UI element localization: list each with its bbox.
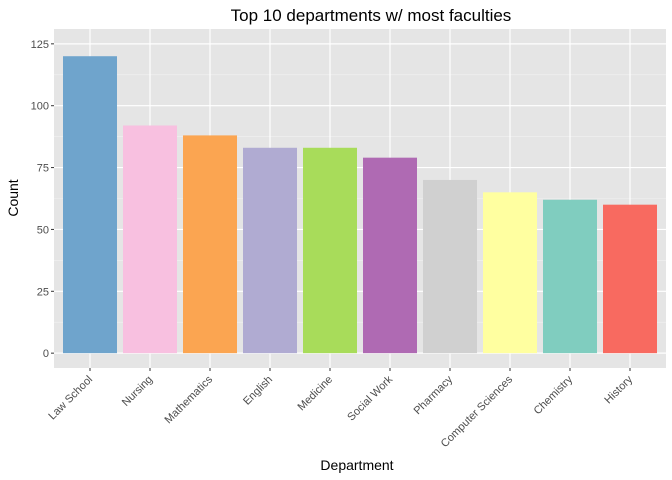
y-tick-label: 50 [37, 224, 49, 236]
x-tick-label: Medicine [296, 374, 336, 414]
x-axis-ticks: Law School Nursing Mathematics English Medic… [46, 368, 635, 450]
x-tick-label: Chemistry [532, 373, 576, 417]
bar-pharmacy [423, 179, 477, 354]
x-tick-label: Nursing [120, 374, 155, 409]
bar-law-school [63, 56, 117, 354]
x-axis-title: Department [320, 457, 393, 473]
bars [63, 56, 657, 354]
y-axis-ticks: 0 25 50 75 100 125 [31, 39, 54, 360]
bar-mathematics [183, 135, 237, 354]
y-axis-title: Count [5, 179, 21, 216]
chart-title: Top 10 departments w/ most faculties [231, 6, 512, 25]
x-tick-label: English [241, 374, 275, 408]
y-tick-label: 75 [37, 163, 49, 175]
y-tick-label: 0 [43, 348, 49, 360]
bar-history [603, 204, 657, 354]
y-tick-label: 125 [31, 39, 49, 51]
y-tick-label: 25 [37, 286, 49, 298]
x-tick-label: Pharmacy [412, 373, 456, 417]
bar-medicine [303, 147, 357, 354]
x-tick-label: History [602, 373, 635, 406]
bar-nursing [123, 125, 177, 354]
bar-social-work [363, 157, 417, 354]
y-tick-label: 100 [31, 101, 49, 113]
x-tick-label: Mathematics [163, 373, 216, 426]
bar-english [243, 147, 297, 354]
x-tick-label: Law School [46, 374, 95, 423]
bar-computer-sciences [483, 192, 537, 354]
bar-chemistry [543, 199, 597, 354]
x-tick-label: Social Work [345, 373, 395, 423]
